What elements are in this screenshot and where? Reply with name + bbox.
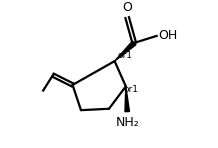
Text: or1: or1 xyxy=(123,85,138,94)
Text: or1: or1 xyxy=(118,51,132,60)
Text: NH₂: NH₂ xyxy=(115,116,139,129)
Text: O: O xyxy=(122,1,132,14)
Polygon shape xyxy=(115,41,136,61)
Polygon shape xyxy=(125,86,129,112)
Text: OH: OH xyxy=(159,29,178,42)
